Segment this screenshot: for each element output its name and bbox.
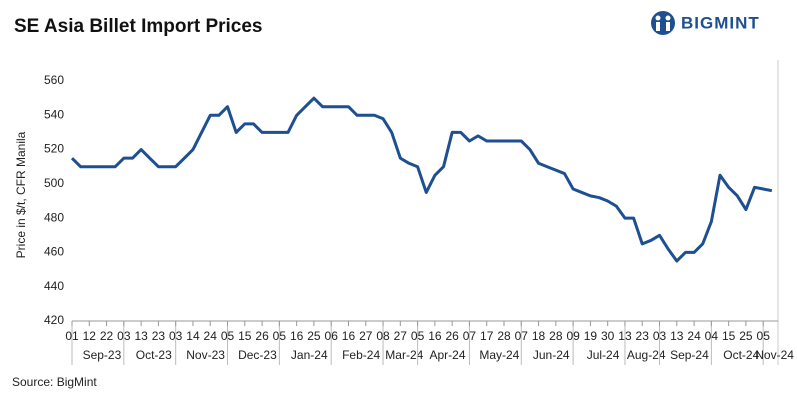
- x-tick-label: 23: [636, 329, 650, 343]
- x-tick-label: 13: [670, 329, 684, 343]
- month-label: Apr-24: [430, 348, 466, 362]
- month-label: Nov-24: [755, 348, 794, 362]
- y-axis-label: Price in $/t, CFR Manila: [14, 131, 28, 258]
- logo-text: BIGMINT: [681, 13, 760, 32]
- x-tick-label: 27: [359, 329, 373, 343]
- x-tick-label: 25: [307, 329, 321, 343]
- x-tick-label: 05: [411, 329, 425, 343]
- y-tick-label: 460: [44, 245, 64, 259]
- x-tick-label: 12: [83, 329, 97, 343]
- x-tick-label: 24: [687, 329, 701, 343]
- logo-icon-bar: [656, 22, 660, 31]
- x-tick-label: 13: [618, 329, 632, 343]
- x-tick-label: 08: [376, 329, 390, 343]
- x-tick-label: 30: [601, 329, 615, 343]
- x-tick-label: 23: [152, 329, 166, 343]
- y-tick-label: 500: [44, 176, 64, 190]
- x-tick-label: 04: [705, 329, 719, 343]
- logo-icon-dot: [655, 15, 661, 21]
- x-tick-label: 17: [480, 329, 494, 343]
- x-tick-label: 28: [497, 329, 511, 343]
- x-tick-label: 16: [290, 329, 304, 343]
- y-tick-label: 440: [44, 279, 64, 293]
- price-line: [70, 96, 773, 263]
- x-tick-label: 15: [722, 329, 736, 343]
- logo-icon-dot: [665, 15, 671, 21]
- x-tick-label: 26: [255, 329, 269, 343]
- x-tick-label: 05: [221, 329, 235, 343]
- x-tick-label: 03: [653, 329, 667, 343]
- month-label: Jul-24: [587, 348, 620, 362]
- x-tick-label: 26: [445, 329, 459, 343]
- x-tick-label: 16: [342, 329, 356, 343]
- x-tick-label: 05: [757, 329, 771, 343]
- y-tick-label: 420: [44, 313, 64, 327]
- y-tick-label: 520: [44, 142, 64, 156]
- x-tick-label: 19: [584, 329, 598, 343]
- month-label: Oct-24: [723, 348, 759, 362]
- x-tick-label: 15: [238, 329, 252, 343]
- month-label: May-24: [479, 348, 519, 362]
- y-tick-label: 560: [44, 73, 64, 87]
- x-tick-label: 03: [169, 329, 183, 343]
- x-tick-label: 27: [394, 329, 408, 343]
- month-label: Nov-23: [186, 348, 225, 362]
- x-tick-label: 13: [134, 329, 148, 343]
- month-label: Jun-24: [533, 348, 570, 362]
- month-label: Jan-24: [291, 348, 328, 362]
- month-label: Aug-24: [627, 348, 666, 362]
- x-tick-label: 06: [325, 329, 339, 343]
- x-tick-label: 22: [100, 329, 114, 343]
- x-tick-label: 01: [65, 329, 79, 343]
- x-tick-label: 28: [549, 329, 563, 343]
- logo-icon: [651, 11, 675, 35]
- month-label: Sep-24: [670, 348, 709, 362]
- month-label: Sep-23: [83, 348, 122, 362]
- month-label: Oct-23: [136, 348, 172, 362]
- logo: BIGMINT: [651, 11, 760, 35]
- x-tick-label: 24: [204, 329, 218, 343]
- logo-icon-bar: [666, 22, 670, 31]
- x-tick-label: 05: [273, 329, 287, 343]
- x-tick-label: 16: [428, 329, 442, 343]
- x-tick-label: 18: [532, 329, 546, 343]
- chart-title: SE Asia Billet Import Prices: [14, 16, 263, 37]
- x-tick-label: 07: [463, 329, 477, 343]
- x-tick-label: 14: [186, 329, 200, 343]
- month-label: Feb-24: [342, 348, 380, 362]
- y-tick-label: 540: [44, 107, 64, 121]
- x-tick-label: 25: [739, 329, 753, 343]
- month-label: Dec-23: [238, 348, 277, 362]
- x-tick-label: 03: [117, 329, 131, 343]
- x-tick-label: 07: [515, 329, 529, 343]
- month-label: Mar-24: [385, 348, 423, 362]
- x-tick-label: 09: [566, 329, 580, 343]
- source: Source: BigMint: [12, 375, 97, 389]
- y-tick-label: 480: [44, 210, 64, 224]
